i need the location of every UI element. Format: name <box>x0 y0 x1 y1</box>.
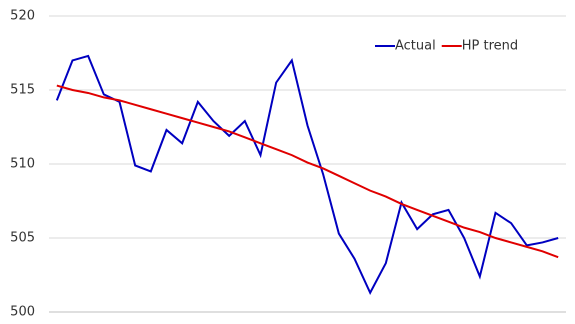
series-line <box>55 54 559 296</box>
y-tick-label: 515 <box>10 83 35 98</box>
y-tick-label: 500 <box>10 305 35 320</box>
y-tick-label: 520 <box>10 9 35 24</box>
y-tick-label: 505 <box>10 231 35 246</box>
series-line <box>56 84 559 259</box>
y-tick-label: 510 <box>10 157 35 172</box>
legend-label: HP trend <box>462 39 518 54</box>
legend-label: Actual <box>395 39 436 54</box>
